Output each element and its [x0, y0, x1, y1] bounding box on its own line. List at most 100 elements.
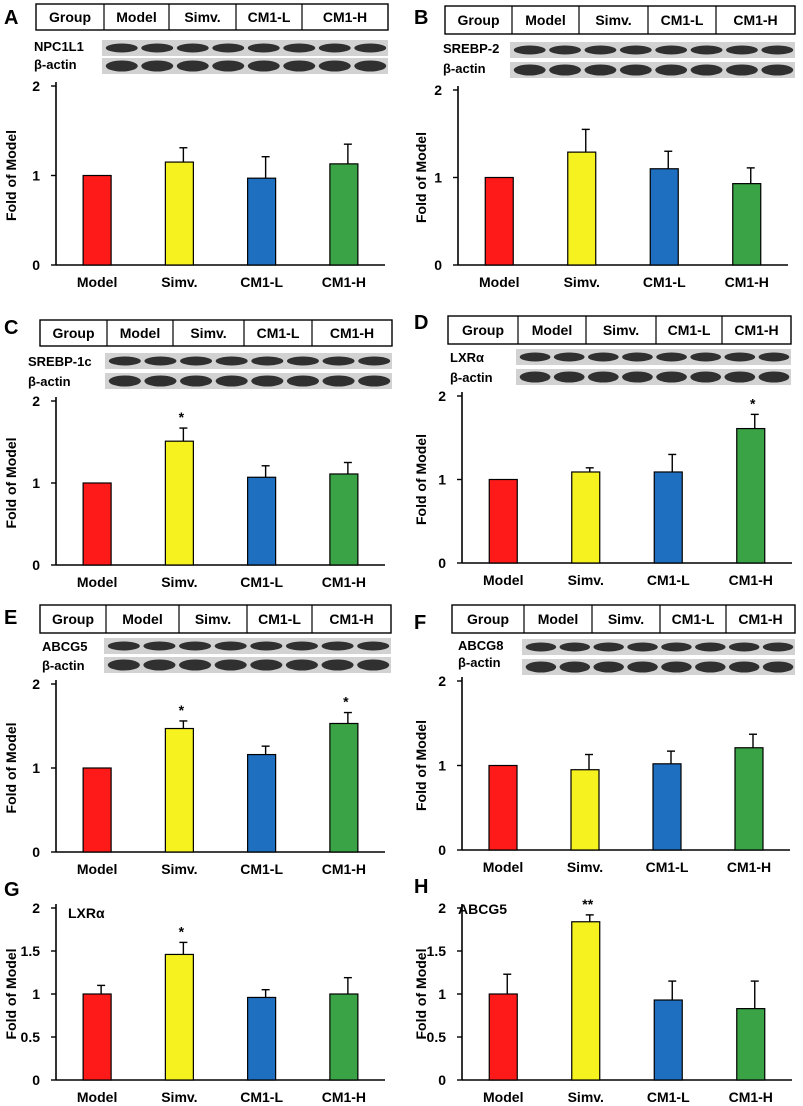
blot-header-group: Group: [467, 611, 509, 627]
significance-marker: **: [582, 896, 593, 912]
y-axis-label-g: Fold of Model: [3, 949, 19, 1040]
blot-band: [593, 642, 624, 652]
blot-band: [285, 659, 318, 671]
blot-band: [559, 661, 591, 673]
x-tick-label-model: Model: [77, 274, 117, 290]
y-tick-label: 2: [438, 388, 446, 404]
bar-cm1-h-g: [329, 993, 359, 1081]
y-axis-label-b: Fold of Model: [413, 132, 429, 223]
bar-model-e: [82, 767, 112, 853]
y-tick-label: 0.5: [21, 1029, 41, 1045]
blot-header-cm1-l: CM1-L: [668, 322, 711, 338]
blot-band: [513, 45, 546, 55]
blot-band: [525, 642, 557, 652]
blot-band: [212, 43, 245, 53]
blot-band: [627, 661, 658, 673]
blot-band: [250, 659, 283, 671]
blot-band: [695, 642, 726, 652]
x-tick-label-cm1-l: CM1-L: [240, 861, 283, 877]
y-tick-label: 1.5: [21, 943, 41, 959]
x-tick-label-cm1-l: CM1-L: [643, 274, 686, 290]
blot-band: [318, 43, 351, 53]
blot-header-simv: Simv.: [608, 611, 644, 627]
blot-reference-label-a: β-actin: [34, 57, 77, 72]
x-tick-label-simv: Simv.: [567, 859, 603, 875]
blot-band: [141, 60, 174, 72]
blot-band: [215, 356, 248, 366]
blot-band: [549, 45, 581, 55]
bar-model-a: [82, 174, 112, 266]
y-tick-label: 1: [438, 758, 446, 774]
blot-band: [176, 60, 209, 72]
bar-model-c: [82, 482, 112, 566]
panel-b: B Group Model Simv. CM1-L CM1-H SREBP-2 β-actin…: [413, 5, 796, 290]
blot-protein-label-b: SREBP-2: [443, 41, 499, 56]
bar-simv-b: [567, 151, 597, 266]
bar-model-f: [488, 764, 518, 851]
chart-title-g: LXRα: [68, 905, 105, 921]
blot-band: [251, 356, 284, 366]
blot-band: [283, 43, 316, 53]
blot-band: [176, 43, 209, 53]
bar-model-b: [484, 176, 514, 266]
blot-header-cm1-h: CM1-H: [323, 9, 367, 25]
x-tick-label-simv: Simv.: [161, 274, 197, 290]
blot-table-f: [451, 604, 796, 634]
x-tick-label-simv: Simv.: [564, 274, 600, 290]
blot-reference-label-e: β-actin: [42, 658, 85, 673]
x-tick-label-cm1-h: CM1-H: [725, 274, 769, 290]
blot-band: [695, 661, 726, 673]
significance-marker: *: [750, 395, 756, 411]
x-tick-label-cm1-h: CM1-H: [322, 861, 366, 877]
bar-model-g: [82, 993, 112, 1081]
x-tick-label-cm1-l: CM1-L: [646, 859, 689, 875]
blot-band: [758, 352, 790, 362]
blot-band: [655, 64, 688, 76]
blot-strip: [102, 58, 388, 74]
blot-band: [251, 375, 284, 387]
x-tick-label-simv: Simv.: [161, 1089, 197, 1105]
blot-band: [357, 659, 390, 671]
blot-band: [318, 60, 351, 72]
blot-band: [215, 375, 248, 387]
blot-band: [322, 375, 355, 387]
blot-strip: [516, 369, 791, 385]
blot-band: [761, 45, 794, 55]
blot-strip: [510, 62, 795, 78]
blot-header-group: Group: [458, 12, 500, 28]
y-tick-label: 1: [32, 760, 40, 776]
significance-marker: *: [179, 409, 185, 425]
blot-band: [322, 356, 355, 366]
y-tick-label: 0: [32, 557, 40, 573]
blot-band: [108, 356, 141, 366]
blot-band: [728, 661, 760, 673]
blot-header-cm1-l: CM1-L: [661, 12, 704, 28]
bar-model-d: [488, 478, 518, 564]
bar-simv-a: [164, 161, 194, 266]
blot-band: [358, 375, 391, 387]
blot-header-simv: Simv.: [190, 325, 226, 341]
blot-header-cm1-h: CM1-H: [734, 322, 778, 338]
blot-band: [726, 64, 758, 76]
blot-header-model: Model: [532, 322, 572, 338]
bar-simv-h: [571, 921, 601, 1081]
x-tick-label-cm1-l: CM1-L: [240, 574, 283, 590]
x-tick-label-simv: Simv.: [568, 572, 604, 588]
blot-band: [724, 371, 756, 383]
blot-band: [655, 45, 688, 55]
x-tick-label-cm1-h: CM1-H: [322, 274, 366, 290]
y-tick-label: 2: [32, 676, 40, 692]
bar-cm1-h-f: [734, 747, 764, 851]
bar-simv-f: [570, 769, 600, 851]
panel-c: C Group Model Simv. CM1-L CM1-H SREBP-1c β-acti…: [3, 317, 393, 590]
x-tick-label-model: Model: [483, 859, 523, 875]
blot-header-model: Model: [116, 9, 156, 25]
panel-letter-h: H: [414, 876, 428, 898]
blot-table-a: [35, 3, 389, 31]
bar-cm1-l-e: [247, 753, 277, 853]
blot-band: [525, 661, 557, 673]
blot-strip: [522, 639, 795, 655]
blot-band: [549, 64, 581, 76]
blot-strip: [104, 638, 391, 654]
blot-band: [214, 659, 247, 671]
